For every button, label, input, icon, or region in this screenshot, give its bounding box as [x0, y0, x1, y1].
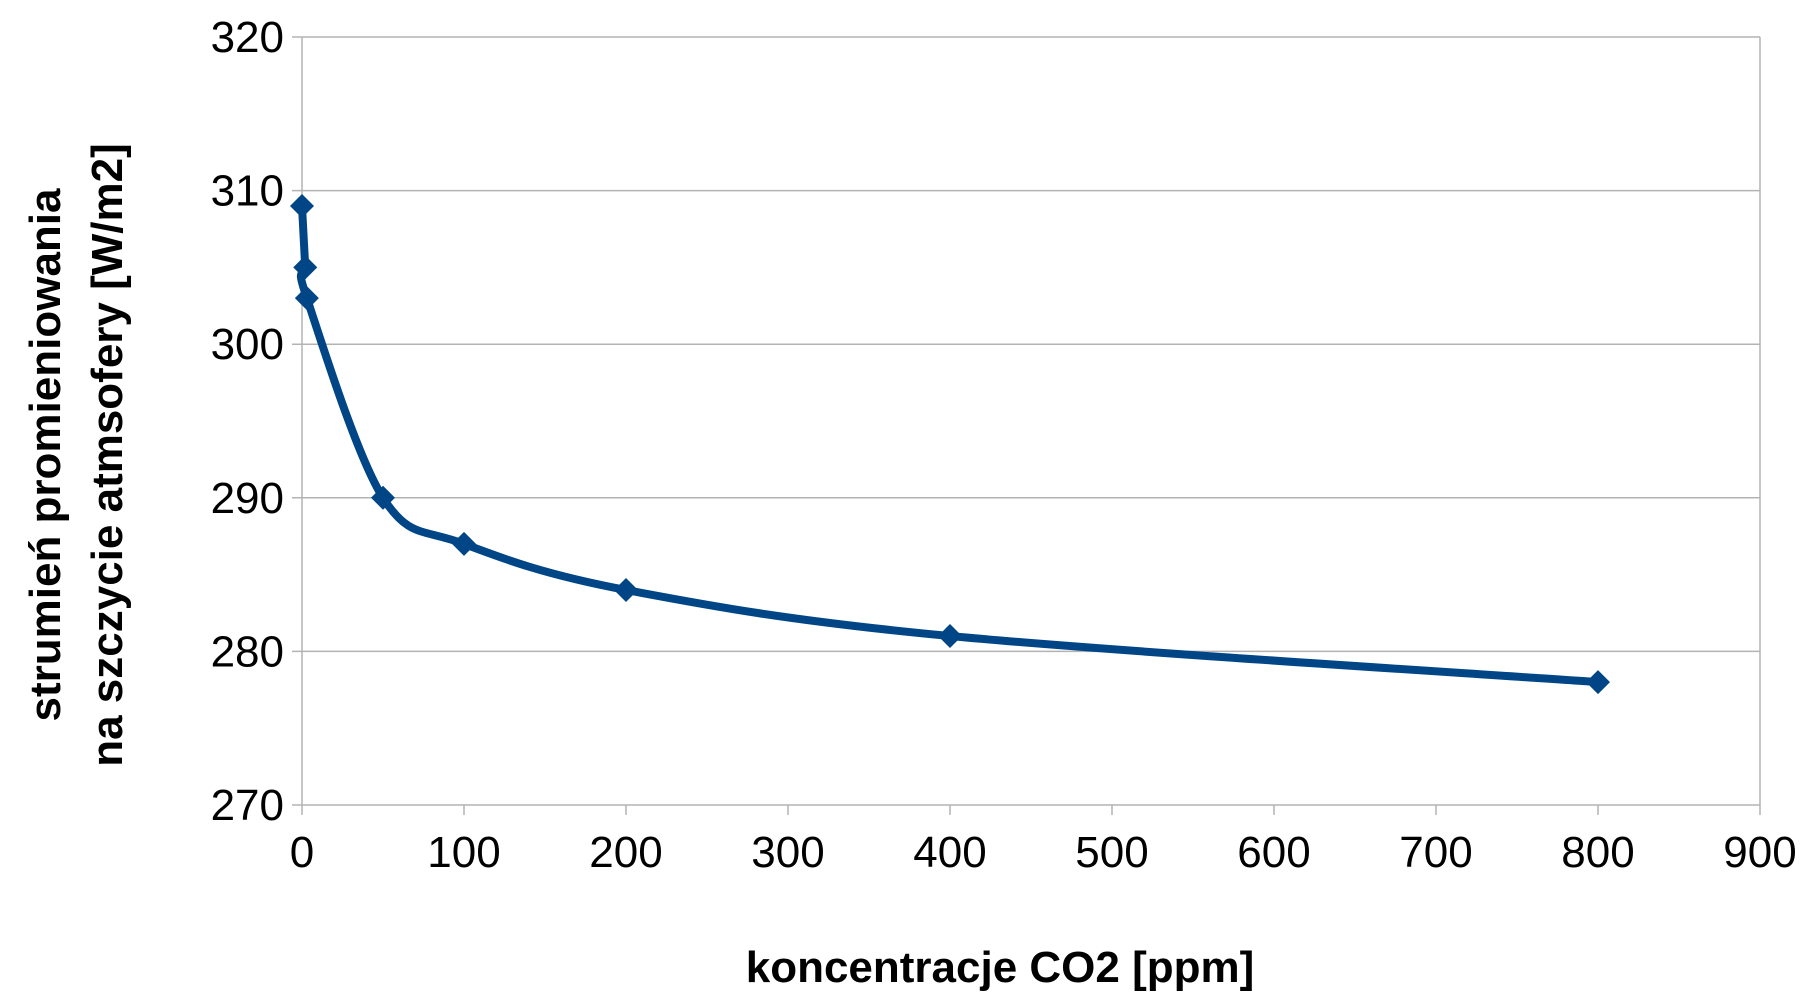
y-axis-title-line-2: na szczycie atmsofery [W/m2]	[83, 143, 132, 767]
y-tick-label: 320	[211, 13, 284, 62]
x-tick-labels: 0 100 200 300 400 500 600 700 800 900	[290, 828, 1797, 877]
y-tick-label: 270	[211, 781, 284, 830]
x-tick-label: 100	[427, 828, 500, 877]
data-point-marker	[371, 485, 395, 510]
y-tick-label: 310	[211, 167, 284, 216]
series-line	[296, 201, 1602, 687]
x-tick-label: 600	[1237, 828, 1310, 877]
x-tick-label: 900	[1723, 828, 1796, 877]
y-tick-label: 300	[211, 320, 284, 369]
data-point-marker	[294, 286, 319, 311]
gridlines	[292, 36, 1761, 815]
data-point-marker	[938, 624, 962, 649]
data-point-marker	[1586, 670, 1610, 695]
x-tick-label: 700	[1399, 828, 1472, 877]
x-tick-label: 500	[1075, 828, 1148, 877]
data-point-marker	[293, 255, 318, 280]
y-tick-label: 280	[211, 627, 284, 676]
y-tick-label: 290	[211, 474, 284, 523]
x-tick-label: 0	[290, 828, 314, 877]
data-point-marker	[290, 193, 314, 218]
x-tick-label: 300	[751, 828, 824, 877]
data-point-marker	[614, 577, 638, 602]
x-tick-label: 800	[1561, 828, 1634, 877]
series	[290, 193, 1610, 695]
x-tick-label: 200	[589, 828, 662, 877]
x-axis-title: koncentracje CO2 [ppm]	[746, 943, 1255, 992]
y-tick-labels: 270 280 290 300 310 320	[211, 13, 284, 830]
axes	[301, 37, 1761, 805]
data-point-marker	[452, 531, 476, 556]
x-tick-label: 400	[913, 828, 986, 877]
y-axis-title-line-1: strumień promieniowania	[21, 188, 70, 722]
